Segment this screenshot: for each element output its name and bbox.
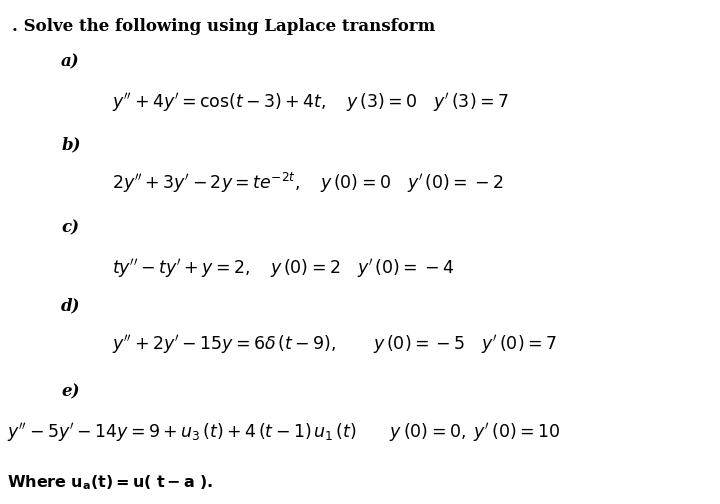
Text: $y'' - 5y' - 14y = 9 + u_3\,(t) + 4\,(t - 1)\,u_1\,(t) \qquad y\,(0) = 0,\; y'\,: $y'' - 5y' - 14y = 9 + u_3\,(t) + 4\,(t … <box>7 421 561 444</box>
Text: $y'' + 4y' = \mathrm{cos}(t - 3) + 4t, \quad y\,(3) = 0 \quad y'\,(3) = 7$: $y'' + 4y' = \mathrm{cos}(t - 3) + 4t, \… <box>112 91 508 114</box>
Text: e): e) <box>61 383 80 400</box>
Text: $2y'' + 3y' - 2y = te^{-2t}, \quad y\,(0) = 0 \quad y'\,(0) = -2$: $2y'' + 3y' - 2y = te^{-2t}, \quad y\,(0… <box>112 171 503 196</box>
Text: $\bf{Where\ u_a(t) = u(\ t - a\ ).}$: $\bf{Where\ u_a(t) = u(\ t - a\ ).}$ <box>7 474 214 492</box>
Text: c): c) <box>61 219 79 236</box>
Text: $y'' + 2y' - 15y = 6\delta\,(t - 9), \qquad y\,(0) = -5 \quad y'\,(0) = 7$: $y'' + 2y' - 15y = 6\delta\,(t - 9), \qq… <box>112 333 557 356</box>
Text: a): a) <box>61 53 80 70</box>
Text: b): b) <box>61 136 81 153</box>
Text: d): d) <box>61 297 81 314</box>
Text: $ty'' - ty' + y = 2, \quad y\,(0) = 2 \quad y'\,(0) = -4$: $ty'' - ty' + y = 2, \quad y\,(0) = 2 \q… <box>112 257 454 280</box>
Text: . Solve the following using Laplace transform: . Solve the following using Laplace tran… <box>12 18 435 35</box>
